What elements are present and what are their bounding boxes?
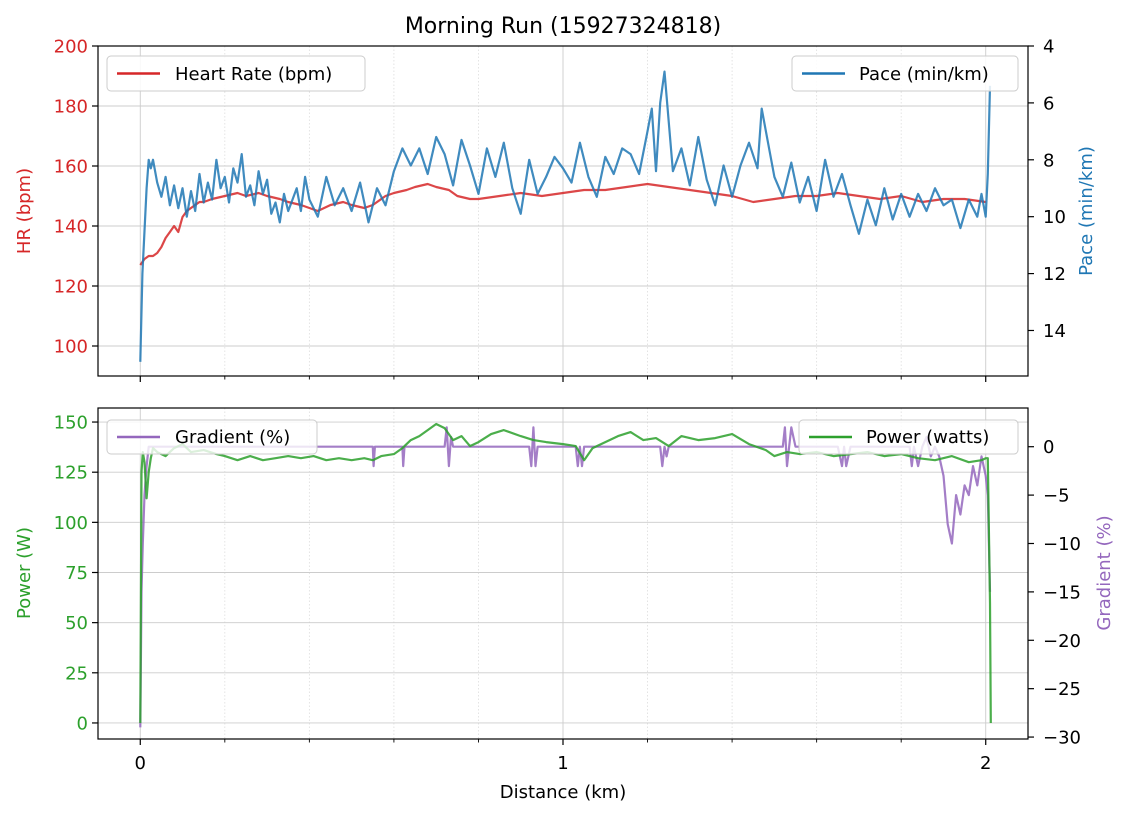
- left-tick-label: 100: [54, 337, 88, 358]
- left-tick-label: 200: [54, 37, 88, 58]
- x-axis-label: Distance (km): [500, 782, 626, 803]
- bottom-left-ticks: 0 25 50 75 100 125 150: [54, 413, 98, 734]
- legend-gradient-box: [106, 419, 318, 455]
- legend-heart-rate: Heart Rate (bpm): [106, 55, 366, 92]
- x-tick-label: 0: [135, 753, 146, 774]
- right-tick-label: 6: [1043, 93, 1054, 114]
- right-tick-label: 14: [1043, 321, 1066, 342]
- left-tick-label: 140: [54, 217, 88, 238]
- gradient-series-line: [139, 426, 992, 728]
- power-axis-label: Power (W): [14, 527, 35, 619]
- left-tick-label: 120: [54, 277, 88, 298]
- right-tick-label: −5: [1043, 486, 1070, 507]
- top-x-ticks: [139, 376, 987, 382]
- right-tick-label: −25: [1043, 679, 1081, 700]
- bottom-right-ticks: −30 −25 −20 −15 −10 −5 0: [1028, 437, 1081, 749]
- top-left-ticks: 100 120 140 160 180 200: [54, 37, 98, 358]
- hr-axis-label: HR (bpm): [14, 168, 35, 254]
- top-panel: 100 120 140 160 180 200 4 6 8 10 12 14 HR (bpm) Pa…: [14, 37, 1097, 382]
- right-tick-label: −20: [1043, 631, 1081, 652]
- chart-title: Morning Run (15927324818): [405, 14, 721, 39]
- legend-pace: Pace (min/km): [791, 55, 1019, 92]
- left-tick-label: 25: [65, 663, 88, 684]
- left-tick-label: 75: [65, 563, 88, 584]
- legend-heart-rate-label: Heart Rate (bpm): [175, 64, 332, 85]
- legend-power: Power (watts): [798, 419, 1019, 455]
- left-tick-label: 100: [54, 513, 88, 534]
- legend-power-label: Power (watts): [866, 427, 989, 448]
- legend-power-box: [798, 419, 1019, 455]
- left-tick-label: 125: [54, 463, 88, 484]
- x-tick-label: 1: [557, 753, 568, 774]
- bottom-gradient-line-group: [139, 426, 992, 728]
- bottom-x-ticks: 0 1 2: [135, 739, 991, 774]
- right-tick-label: 4: [1043, 37, 1054, 58]
- left-tick-label: 160: [54, 157, 88, 178]
- pace-axis-label: Pace (min/km): [1076, 146, 1097, 276]
- right-tick-label: −30: [1043, 728, 1081, 749]
- legend-pace-label: Pace (min/km): [859, 64, 989, 85]
- legend-heart-rate-box: [106, 55, 366, 92]
- x-tick-label: 2: [980, 753, 991, 774]
- left-tick-label: 180: [54, 97, 88, 118]
- gradient-axis-label: Gradient (%): [1094, 515, 1115, 630]
- legend-gradient: Gradient (%): [106, 419, 318, 455]
- right-tick-label: 8: [1043, 150, 1054, 171]
- left-tick-label: 0: [77, 713, 88, 734]
- right-tick-label: 0: [1043, 437, 1054, 458]
- top-right-ticks: 4 6 8 10 12 14: [1028, 37, 1066, 342]
- left-tick-label: 150: [54, 413, 88, 434]
- legend-pace-box: [791, 55, 1019, 92]
- pace-series-line: [139, 70, 992, 362]
- left-tick-label: 50: [65, 613, 88, 634]
- top-pace-line-group: [139, 70, 992, 362]
- right-tick-label: −10: [1043, 534, 1081, 555]
- right-tick-label: −15: [1043, 582, 1081, 603]
- right-tick-label: 12: [1043, 264, 1066, 285]
- legend-gradient-label: Gradient (%): [175, 427, 290, 448]
- right-tick-label: 10: [1043, 207, 1066, 228]
